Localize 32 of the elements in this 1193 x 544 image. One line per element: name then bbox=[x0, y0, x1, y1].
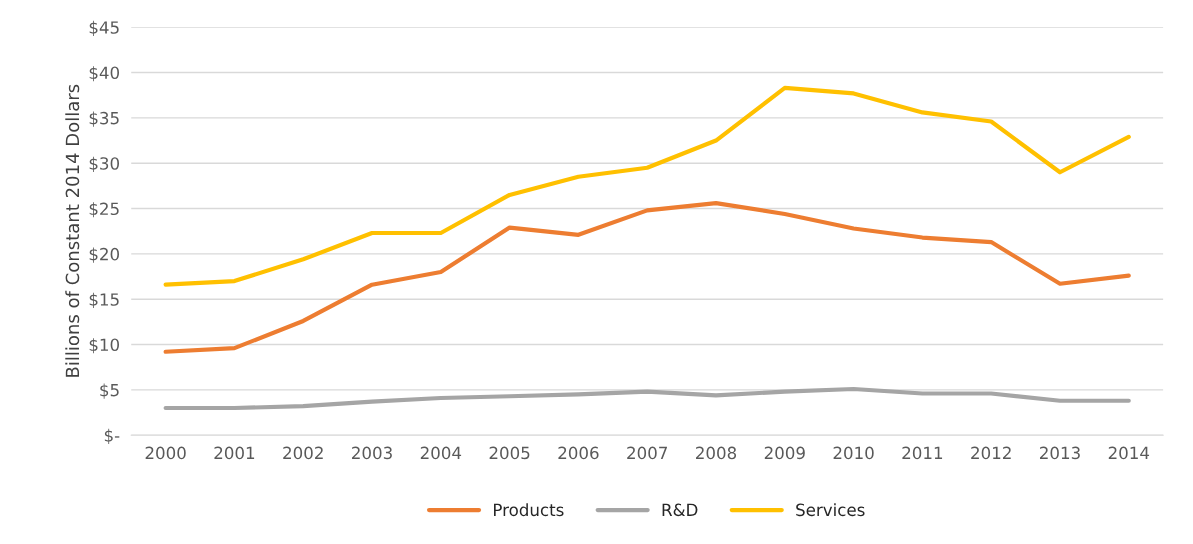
y-tick-label: $- bbox=[104, 428, 120, 444]
x-tick-label: 2009 bbox=[764, 446, 805, 460]
x-tick-label: 2001 bbox=[214, 446, 255, 460]
y-tick-label: $15 bbox=[89, 292, 119, 308]
x-tick-label: 2013 bbox=[1039, 446, 1080, 460]
x-tick-label: 2012 bbox=[971, 446, 1011, 460]
x-tick-label: 2006 bbox=[558, 446, 599, 460]
y-tick-label: $40 bbox=[89, 66, 120, 82]
y-tick-label: $35 bbox=[89, 111, 119, 127]
x-tick-label: 2011 bbox=[902, 446, 943, 460]
x-tick-label: 2004 bbox=[420, 446, 462, 460]
x-tick-label: 2007 bbox=[627, 446, 667, 460]
line-series bbox=[163, 201, 1131, 354]
x-tick-label: 2003 bbox=[352, 446, 392, 460]
x-tick-label: 2000 bbox=[145, 446, 186, 460]
x-tick-label: 2002 bbox=[283, 446, 323, 460]
legend-label: R&D bbox=[662, 503, 698, 517]
y-tick-label: $25 bbox=[89, 202, 119, 218]
line-series bbox=[163, 85, 1131, 287]
x-tick-label: 2014 bbox=[1108, 446, 1150, 460]
x-tick-label: 2010 bbox=[833, 446, 874, 460]
y-tick-label: $20 bbox=[89, 247, 120, 263]
y-tick-label: $10 bbox=[89, 338, 120, 354]
x-tick-label: 2005 bbox=[489, 446, 530, 460]
line-series bbox=[163, 386, 1131, 411]
y-tick-label: $45 bbox=[89, 20, 119, 36]
legend-label: Services bbox=[796, 503, 865, 517]
legend-label: Products bbox=[494, 503, 564, 517]
y-tick-label: $5 bbox=[100, 383, 119, 399]
y-tick-label: $30 bbox=[89, 156, 120, 172]
y-axis-title: Billions of Constant 2014 Dollars bbox=[65, 84, 80, 377]
x-tick-label: 2008 bbox=[696, 446, 737, 460]
